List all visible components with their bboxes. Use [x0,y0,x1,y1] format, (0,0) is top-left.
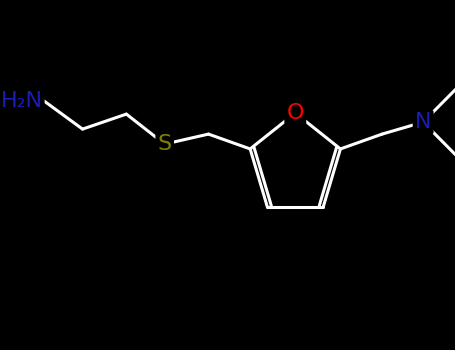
Text: N: N [415,112,431,132]
Text: S: S [157,134,172,154]
Text: O: O [287,103,304,123]
Text: H₂N: H₂N [0,91,42,111]
